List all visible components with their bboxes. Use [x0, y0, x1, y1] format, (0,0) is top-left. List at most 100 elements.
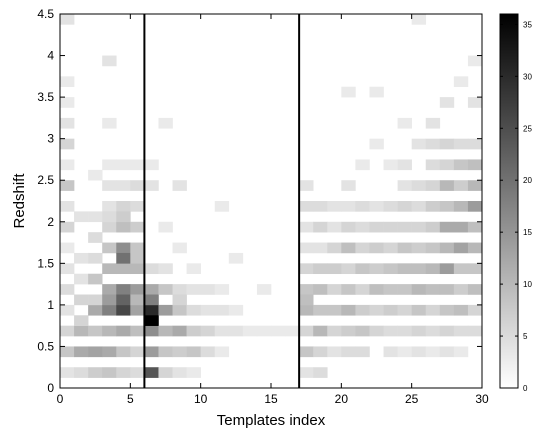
heatmap-cell: [172, 367, 187, 378]
heatmap-cell: [144, 346, 159, 358]
heatmap-cell: [74, 346, 89, 358]
y-tick-label: 4: [47, 49, 54, 63]
heatmap-cell: [186, 304, 201, 316]
heatmap-cell: [102, 211, 117, 223]
y-tick-label: 1: [47, 298, 54, 312]
heatmap-cell: [116, 346, 131, 358]
heatmap-cell: [397, 325, 412, 337]
heatmap-cell: [453, 242, 469, 254]
heatmap-cell: [467, 180, 483, 191]
heatmap-cell: [144, 304, 159, 316]
heatmap-cell: [369, 242, 384, 254]
heatmap-cell: [60, 14, 75, 25]
heatmap-cell: [158, 284, 173, 295]
colorbar-tick-label: 0: [523, 384, 528, 393]
heatmap-cell: [397, 180, 412, 191]
heatmap-cell: [327, 346, 342, 358]
template-boundary-lines: [143, 14, 301, 388]
heatmap-cell: [439, 138, 455, 150]
heatmap-cell: [88, 325, 103, 337]
heatmap-cell: [411, 304, 427, 316]
y-tick-label: 0: [47, 381, 54, 395]
heatmap-cell: [355, 221, 370, 233]
heatmap-cell: [299, 294, 314, 306]
heatmap-cell: [453, 76, 469, 88]
x-axis-label: Templates index: [217, 412, 326, 428]
heatmap-cell: [383, 221, 398, 233]
heatmap-cell: [172, 242, 187, 254]
heatmap-cell: [256, 325, 272, 337]
heatmap-cell: [467, 221, 483, 233]
colorbar-tick-label: 30: [523, 72, 532, 81]
heatmap-cell: [116, 159, 131, 171]
heatmap-cell: [397, 201, 412, 212]
heatmap-cell: [116, 221, 131, 233]
heatmap-cell: [397, 117, 412, 129]
heatmap-cell: [313, 304, 328, 316]
heatmap-cell: [327, 221, 342, 233]
heatmap-cell: [453, 263, 469, 275]
heatmap-cell: [130, 159, 145, 171]
heatmap-cell: [411, 284, 427, 295]
heatmap-cell: [74, 367, 89, 378]
heatmap-cell: [313, 201, 328, 212]
heatmap-cell: [453, 284, 469, 295]
heatmap-cell: [341, 325, 356, 337]
heatmap-cell: [130, 325, 145, 337]
heatmap-cell: [74, 252, 89, 264]
heatmap-cell: [214, 304, 230, 316]
heatmap-cell: [60, 346, 75, 358]
heatmap-cell: [453, 159, 469, 171]
heatmap-cell: [341, 304, 356, 316]
heatmap-cell: [74, 294, 89, 306]
heatmap-cell: [102, 346, 117, 358]
heatmap-cell: [355, 346, 370, 358]
heatmap-cell: [327, 242, 342, 254]
heatmap-cell: [467, 159, 483, 171]
heatmap-cells: [60, 14, 483, 378]
heatmap-cell: [425, 346, 441, 358]
heatmap-cell: [256, 284, 272, 295]
colorbar: [499, 13, 519, 389]
heatmap-cell: [299, 284, 314, 295]
heatmap-cell: [200, 346, 216, 358]
heatmap-cell: [355, 201, 370, 212]
heatmap-cell: [439, 221, 455, 233]
heatmap-cell: [116, 180, 131, 191]
colorbar-tick-label: 10: [523, 280, 532, 289]
heatmap-cell: [299, 221, 314, 233]
heatmap-cell: [60, 180, 75, 191]
heatmap-cell: [425, 138, 441, 150]
heatmap-cell: [299, 367, 314, 378]
heatmap-cell: [425, 325, 441, 337]
heatmap-cell: [383, 284, 398, 295]
heatmap-cell: [439, 242, 455, 254]
heatmap-cell: [102, 263, 117, 275]
heatmap-cell: [88, 304, 103, 316]
heatmap-cell: [341, 346, 356, 358]
heatmap-cell: [425, 117, 441, 129]
heatmap-cell: [383, 304, 398, 316]
heatmap-cell: [327, 201, 342, 212]
heatmap-cell: [242, 325, 258, 337]
heatmap-cell: [228, 252, 244, 264]
heatmap-cell: [116, 325, 131, 337]
y-tick-label: 1.5: [37, 256, 54, 270]
y-tick-label: 4.5: [37, 7, 54, 21]
heatmap-cell: [341, 86, 356, 98]
heatmap-cell: [116, 252, 131, 264]
heatmap-cell: [60, 201, 75, 212]
heatmap-cell: [453, 304, 469, 316]
heatmap-cell: [74, 325, 89, 337]
heatmap-cell: [60, 221, 75, 233]
heatmap-cell: [130, 304, 145, 316]
heatmap-cell: [411, 346, 427, 358]
y-axis-label: Redshift: [11, 173, 28, 229]
heatmap-cell: [116, 211, 131, 223]
heatmap-cell: [313, 242, 328, 254]
x-tick-label: 15: [264, 392, 278, 406]
heatmap-cell: [439, 304, 455, 316]
heatmap-cell: [116, 367, 131, 378]
heatmap-cell: [228, 304, 244, 316]
